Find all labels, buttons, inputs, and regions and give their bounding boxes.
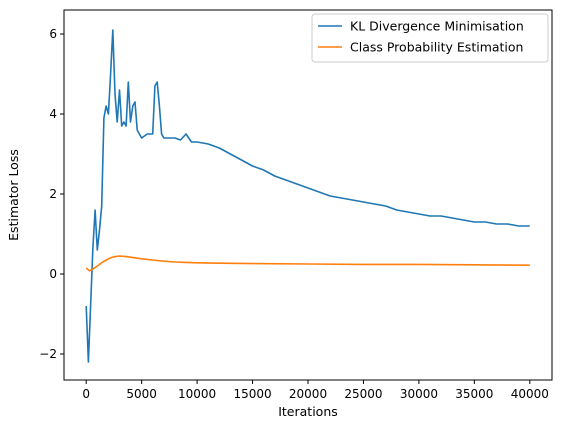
- x-tick-label: 0: [82, 387, 90, 401]
- x-tick-label: 15000: [233, 387, 271, 401]
- series-line-kl-divergence: [85, 29, 530, 363]
- x-tick-label: 35000: [455, 387, 493, 401]
- plot-frame: [63, 9, 553, 381]
- y-tick-label: −2: [39, 347, 57, 361]
- y-axis: −2 0 2 4 6: [39, 27, 64, 361]
- plot-lines: [85, 29, 530, 363]
- legend-box: [311, 13, 549, 63]
- x-tick-label: 20000: [289, 387, 327, 401]
- y-axis-title: Estimator Loss: [6, 149, 21, 241]
- y-tick-label: 2: [49, 187, 57, 201]
- x-tick-label: 25000: [344, 387, 382, 401]
- y-tick-label: 0: [49, 267, 57, 281]
- legend-label-class-probability: Class Probability Estimation: [350, 40, 523, 55]
- x-tick-label: 5000: [126, 387, 157, 401]
- legend: KL Divergence Minimisation Class Probabi…: [311, 13, 549, 63]
- y-tick-label: 4: [49, 107, 57, 121]
- x-axis: 0 5000 10000 15000 20000 25000 30000 35000 40000: [82, 380, 549, 401]
- x-axis-title: Iterations: [278, 404, 338, 419]
- x-tick-label: 10000: [178, 387, 216, 401]
- x-tick-label: 40000: [511, 387, 549, 401]
- x-tick-label: 30000: [400, 387, 438, 401]
- series-line-class-probability: [85, 255, 530, 272]
- y-tick-label: 6: [49, 27, 57, 41]
- legend-label-kl-divergence: KL Divergence Minimisation: [350, 19, 524, 34]
